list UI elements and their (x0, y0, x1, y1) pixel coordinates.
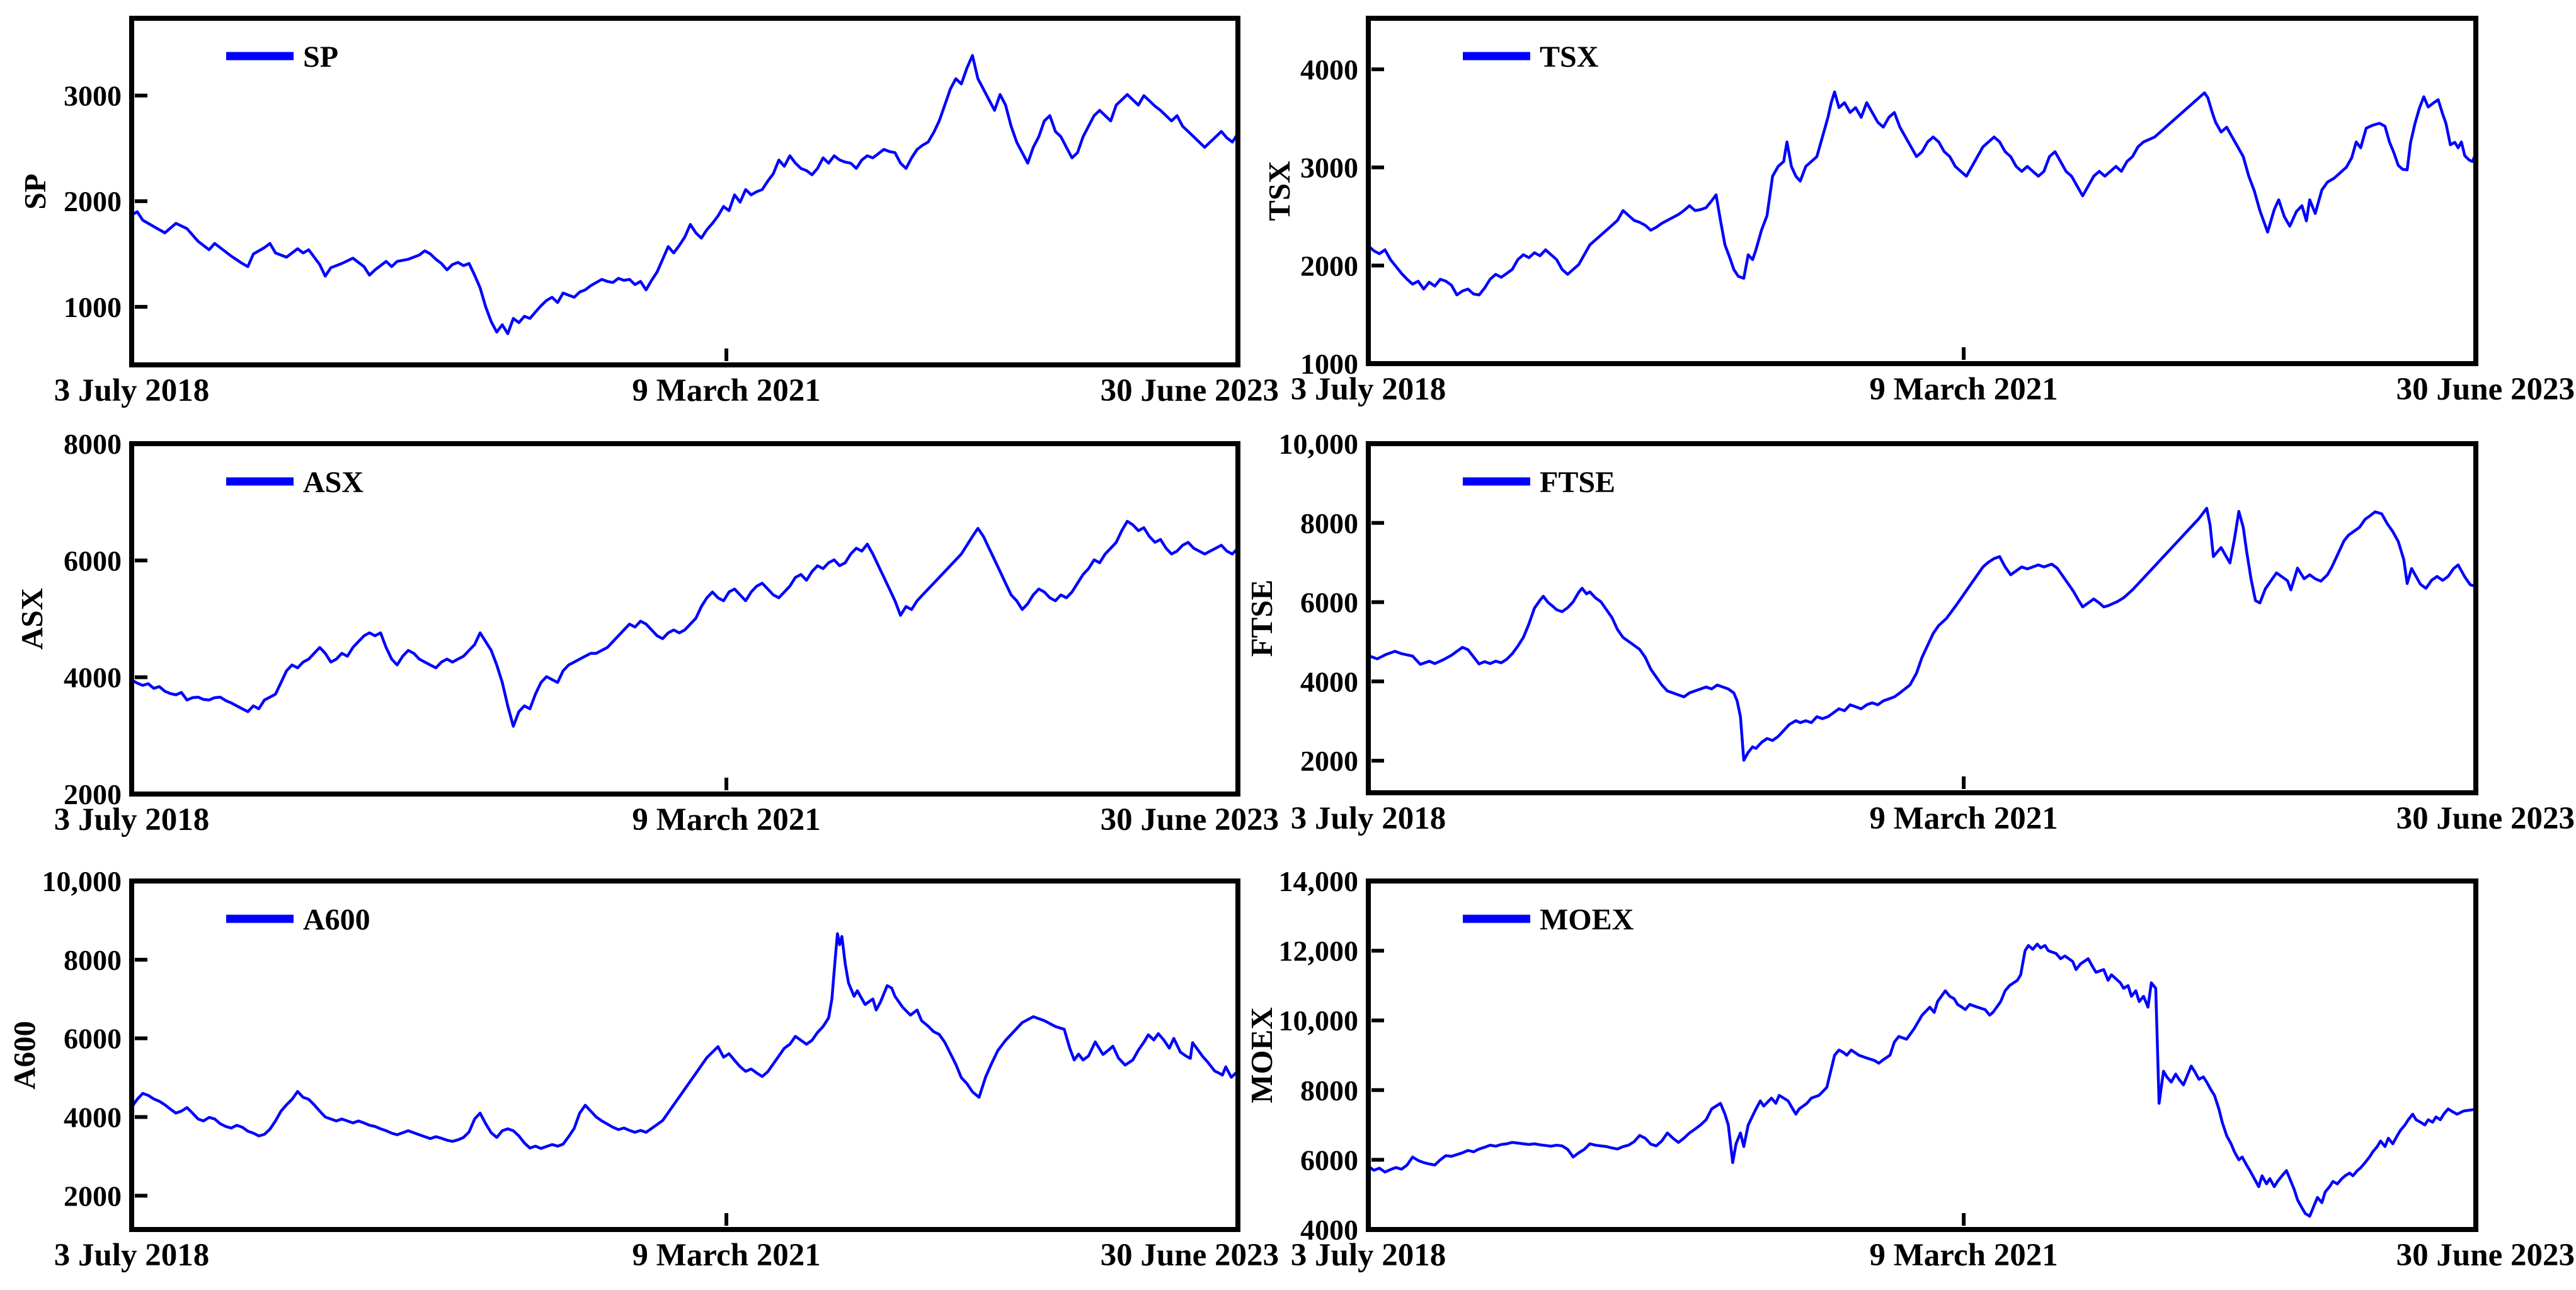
chart-panel-moex: 4000 6000 8000 10,000 12,000 14,000 3 July 201… (1244, 865, 2575, 1273)
x-tick-label-end: 30 June 2023 (2396, 372, 2575, 407)
y-axis-title: A600 (7, 1021, 42, 1090)
y-tick-label: 6000 (1300, 1144, 1358, 1176)
x-tick-label-middle: 9 March 2021 (632, 373, 820, 408)
y-tick-label: 1000 (64, 291, 122, 323)
chart-panel-asx: 2000 4000 6000 8000 3 July 2018 9 March 2021 3… (14, 428, 1279, 838)
legend-label: ASX (303, 466, 364, 499)
x-tick-label-middle: 9 March 2021 (1869, 801, 2058, 836)
x-tick-label-end: 30 June 2023 (2396, 1238, 2575, 1273)
plot-frame (129, 16, 1240, 367)
y-tick-label: 2000 (64, 1180, 122, 1212)
x-tick-label-middle: 9 March 2021 (632, 1238, 820, 1273)
chart-panel-ftse: 2000 4000 6000 8000 10,000 3 July 2018 9 March… (1244, 428, 2575, 836)
x-tick-label-end: 30 June 2023 (1101, 802, 1279, 838)
legend-label: SP (303, 40, 338, 74)
x-tick-label-middle: 9 March 2021 (1869, 1238, 2058, 1273)
y-tick-label: 1000 (1300, 348, 1358, 380)
series-line-a600 (130, 932, 1240, 1150)
y-tick-label: 3000 (1300, 152, 1358, 184)
plot-frame (129, 878, 1240, 1232)
plot-frame (129, 441, 1240, 797)
y-tick-label: 2000 (64, 185, 122, 217)
x-tick-label-start: 3 July 2018 (54, 1238, 210, 1273)
x-tick-label-start: 3 July 2018 (1291, 801, 1446, 836)
legend-label: MOEX (1540, 903, 1634, 936)
y-tick-label: 8000 (64, 944, 122, 976)
y-tick-label: 8000 (1300, 507, 1358, 539)
y-tick-label: 10,000 (42, 865, 122, 897)
y-axis-title: TSX (1262, 161, 1297, 221)
series-line-tsx (1366, 90, 2478, 297)
y-tick-label: 8000 (1300, 1074, 1358, 1107)
y-tick-label: 3000 (64, 80, 122, 112)
x-tick-label-end: 30 June 2023 (2396, 801, 2575, 836)
series-line-moex (1366, 942, 2478, 1218)
y-tick-label: 8000 (64, 428, 122, 460)
y-tick-label: 2000 (1300, 250, 1358, 282)
chart-panel-a600: 2000 4000 6000 8000 10,000 3 July 2018 9 March… (7, 865, 1279, 1273)
series-line-sp (130, 54, 1240, 335)
y-tick-label: 4000 (64, 662, 122, 694)
series-line-asx (130, 519, 1240, 728)
legend-label: A600 (303, 903, 370, 936)
y-axis-title: MOEX (1244, 1007, 1279, 1103)
legend-label: TSX (1540, 40, 1599, 74)
x-tick-label-start: 3 July 2018 (1291, 372, 1446, 407)
series-line-ftse (1366, 507, 2478, 762)
y-tick-label: 14,000 (1279, 865, 1359, 897)
legend-label: FTSE (1540, 466, 1615, 499)
x-tick-label-start: 3 July 2018 (1291, 1238, 1446, 1273)
y-tick-label: 6000 (64, 1023, 122, 1055)
y-tick-label: 6000 (1300, 587, 1358, 619)
y-tick-label: 2000 (64, 778, 122, 810)
plot-frame (1366, 878, 2478, 1232)
x-tick-label-end: 30 June 2023 (1101, 373, 1279, 408)
y-tick-label: 2000 (1300, 745, 1358, 777)
y-tick-label: 10,000 (1279, 1005, 1359, 1037)
y-tick-label: 4000 (1300, 665, 1358, 698)
y-tick-label: 12,000 (1279, 935, 1359, 967)
y-tick-label: 4000 (64, 1101, 122, 1133)
y-tick-label: 10,000 (1279, 428, 1359, 460)
x-tick-label-start: 3 July 2018 (54, 373, 210, 408)
x-tick-label-middle: 9 March 2021 (1869, 372, 2058, 407)
y-tick-label: 4000 (1300, 1214, 1358, 1246)
plot-frame (1366, 16, 2478, 366)
chart-panel-tsx: 1000 2000 3000 4000 3 July 2018 9 March 2021 3… (1262, 16, 2575, 407)
x-tick-label-middle: 9 March 2021 (632, 802, 820, 838)
y-tick-label: 6000 (64, 544, 122, 577)
y-axis-title: FTSE (1244, 580, 1279, 657)
x-tick-label-start: 3 July 2018 (54, 802, 210, 838)
plot-frame (1366, 441, 2478, 795)
chart-panel-sp: 1000 2000 3000 3 July 2018 9 March 2021 30 Ju… (18, 16, 1279, 408)
y-axis-title: SP (18, 173, 52, 209)
y-axis-title: ASX (14, 588, 49, 650)
y-tick-label: 4000 (1300, 54, 1358, 86)
x-tick-label-end: 30 June 2023 (1101, 1238, 1279, 1273)
